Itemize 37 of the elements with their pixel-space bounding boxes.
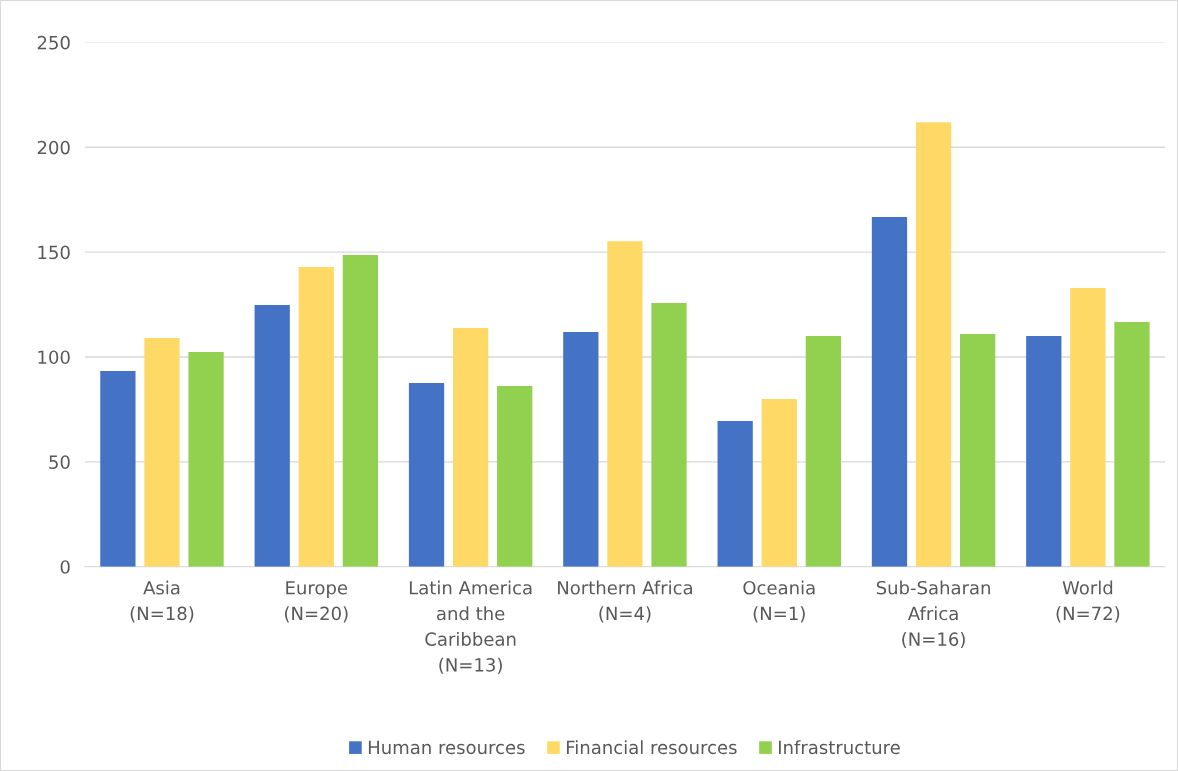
x-tick-label: Asia (N=18) [130,580,194,623]
legend-label: Financial resources [566,740,737,755]
bar [254,304,290,567]
y-tick-label: 200 [37,140,70,155]
bar [607,241,643,567]
bar [1070,287,1106,567]
bar [1114,321,1150,567]
bar [408,382,445,567]
x-tick-label: Sub-Saharan Africa (N=16) [876,580,990,649]
bar [761,398,797,567]
bar [915,122,952,567]
x-tick-label: Latin America and the Caribbean (N=13) [409,580,532,674]
y-tick-label: 150 [38,245,70,260]
bar [563,332,599,567]
bar [805,336,841,567]
x-tick-label: Oceania (N=1) [743,580,815,623]
bar [144,338,180,567]
bar [717,420,753,567]
bar [651,303,687,567]
bar [871,217,908,567]
bar [188,351,224,567]
bar [1026,336,1062,567]
bar [497,385,533,567]
x-tick-label: World (N=72) [1056,580,1120,623]
x-tick-label: Europe (N=20) [284,581,348,623]
y-tick-label: 100 [38,350,70,365]
x-tick-label: Northern Africa (N=4) [558,580,692,623]
bar [452,328,489,567]
legend-label: Human resources [368,740,525,755]
y-tick-label: 50 [49,455,70,469]
bar [342,255,379,567]
legend-label: Infrastructure [778,740,900,755]
bar [298,267,334,567]
bar [100,371,136,567]
y-tick-label: 0 [60,560,70,574]
y-tick-label: 250 [37,35,70,50]
bar [960,333,996,567]
